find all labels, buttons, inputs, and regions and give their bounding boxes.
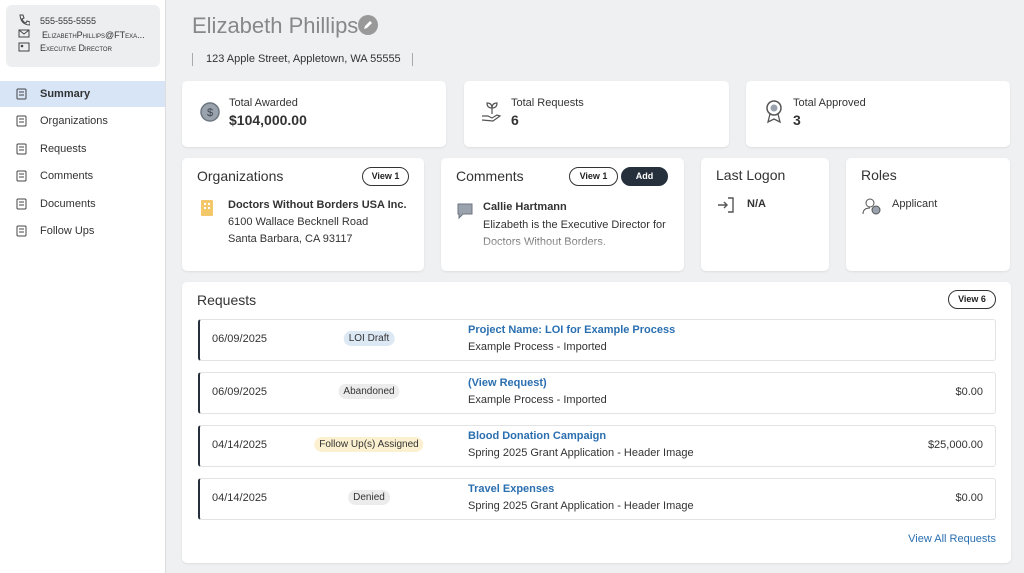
nav-label[interactable]: Documents: [40, 197, 96, 210]
request-row[interactable]: 04/14/2025 Follow Up(s) Assigned Blood Don…: [198, 425, 996, 467]
nav-label[interactable]: Summary: [40, 88, 91, 100]
view-button[interactable]: View 6: [948, 290, 996, 309]
status-badge: Abandoned: [338, 384, 400, 399]
stat-value: 3: [793, 112, 801, 128]
add-button[interactable]: Add: [621, 167, 668, 186]
nav-item[interactable]: Comments: [0, 163, 165, 189]
status-badge: Follow Up(s) Assigned: [314, 437, 424, 452]
nav-label[interactable]: Follow Ups: [40, 225, 95, 237]
view-all-link[interactable]: View All Requests: [908, 533, 996, 545]
request-amount: $0.00: [955, 492, 983, 504]
comment-text: Elizabeth is the Executive Director for …: [483, 219, 666, 248]
org-address: 6100 Wallace Becknell Road: [228, 216, 369, 228]
stat-value: $104,000.00: [229, 112, 307, 128]
comment-icon: [457, 203, 473, 220]
email[interactable]: ElizabethPhillips@FTexa...: [42, 30, 145, 40]
address: 123 Apple Street, Appletown, WA 55555: [192, 53, 413, 66]
contact-card: 555-555-5555 ElizabethPhillips@FTexa... …: [6, 5, 160, 67]
request-date: 04/14/2025: [212, 439, 268, 451]
nav-label[interactable]: Requests: [40, 142, 87, 155]
status-badge: Denied: [348, 490, 390, 505]
nav-item[interactable]: Summary: [0, 81, 165, 107]
requests-card: Requests View 6 View All Requests 06/09/…: [182, 282, 1011, 563]
award-icon: [766, 100, 782, 124]
nav-item[interactable]: Organizations: [0, 108, 165, 134]
card-title: Roles: [861, 167, 897, 183]
request-name[interactable]: Travel Expenses: [468, 483, 555, 495]
stat-label: Total Approved: [793, 97, 866, 109]
request-row[interactable]: 04/14/2025 Denied Travel Expenses Spring 20…: [198, 478, 996, 520]
role-icon: [862, 198, 881, 215]
request-process: Spring 2025 Grant Application - Header I…: [468, 447, 694, 459]
card-title: Comments: [456, 168, 524, 184]
job-title: Executive Director: [40, 43, 112, 53]
sidebar: 555-555-5555 ElizabethPhillips@FTexa... …: [0, 0, 166, 573]
comments-card: Comments View 1 Add Callie Hartmann Eliz…: [441, 158, 684, 271]
last-logon-card: Last Logon N/A: [701, 158, 829, 271]
card-title: Last Logon: [716, 167, 786, 183]
roles-card: Roles Applicant: [846, 158, 1010, 271]
request-name[interactable]: Blood Donation Campaign: [468, 430, 607, 442]
nav-item[interactable]: Follow Ups: [0, 218, 165, 244]
request-amount: $0.00: [955, 386, 983, 398]
request-row[interactable]: 06/09/2025 Abandoned (View Request) Example…: [198, 372, 996, 414]
contact-icons: [18, 14, 30, 52]
logon-icon: [718, 197, 734, 213]
nav-item[interactable]: Documents: [0, 191, 165, 217]
stat-card: Total Requests 6: [464, 81, 729, 147]
view-button[interactable]: View 1: [362, 167, 409, 186]
request-name[interactable]: (View Request): [468, 377, 547, 389]
nav-item[interactable]: Requests: [0, 136, 165, 162]
request-process: Example Process - Imported: [468, 341, 607, 353]
card-title: Requests: [197, 292, 257, 308]
last-logon-value: N/A: [747, 198, 766, 210]
request-row[interactable]: 06/09/2025 LOI Draft Project Name: LOI for…: [198, 319, 996, 361]
stat-label: Total Awarded: [229, 97, 298, 109]
stat-value: 6: [511, 112, 519, 128]
request-process: Spring 2025 Grant Application - Header I…: [468, 500, 694, 512]
edit-icon[interactable]: [357, 14, 379, 36]
org-address: Santa Barbara, CA 93117: [228, 233, 353, 245]
phone: 555-555-5555: [40, 16, 97, 26]
nav-label[interactable]: Organizations: [40, 115, 108, 128]
request-date: 04/14/2025: [212, 492, 268, 504]
profile-name: Elizabeth Phillips: [192, 13, 359, 38]
role-value: Applicant: [892, 198, 938, 210]
request-date: 06/09/2025: [212, 333, 268, 345]
card-title: Organizations: [197, 168, 284, 184]
comment-author: Callie Hartmann: [483, 201, 567, 213]
stat-label: Total Requests: [511, 97, 584, 109]
request-process: Example Process - Imported: [468, 394, 607, 406]
org-name: Doctors Without Borders USA Inc.: [228, 199, 407, 211]
request-name[interactable]: Project Name: LOI for Example Process: [468, 324, 676, 336]
request-date: 06/09/2025: [212, 386, 268, 398]
building-icon: [201, 200, 213, 216]
svg-text:$: $: [207, 107, 213, 119]
money-icon: $: [200, 102, 220, 122]
stat-card: $ Total Awarded $104,000.00: [182, 81, 446, 147]
plant-icon: [481, 102, 502, 122]
request-amount: $25,000.00: [927, 439, 983, 451]
view-button[interactable]: View 1: [569, 167, 618, 186]
nav-label[interactable]: Comments: [40, 170, 94, 183]
status-badge: LOI Draft: [343, 331, 395, 346]
stat-card: Total Approved 3: [746, 81, 1010, 147]
organizations-card: Organizations View 1 Doctors Without Bor…: [182, 158, 424, 271]
